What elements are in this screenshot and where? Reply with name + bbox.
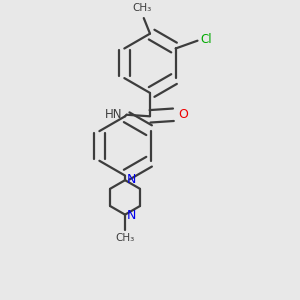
Text: HN: HN: [105, 108, 123, 121]
Text: N: N: [127, 173, 136, 186]
Text: O: O: [178, 108, 188, 121]
Text: N: N: [127, 209, 136, 222]
Text: CH₃: CH₃: [116, 233, 135, 243]
Text: Cl: Cl: [201, 33, 212, 46]
Text: CH₃: CH₃: [133, 3, 152, 14]
